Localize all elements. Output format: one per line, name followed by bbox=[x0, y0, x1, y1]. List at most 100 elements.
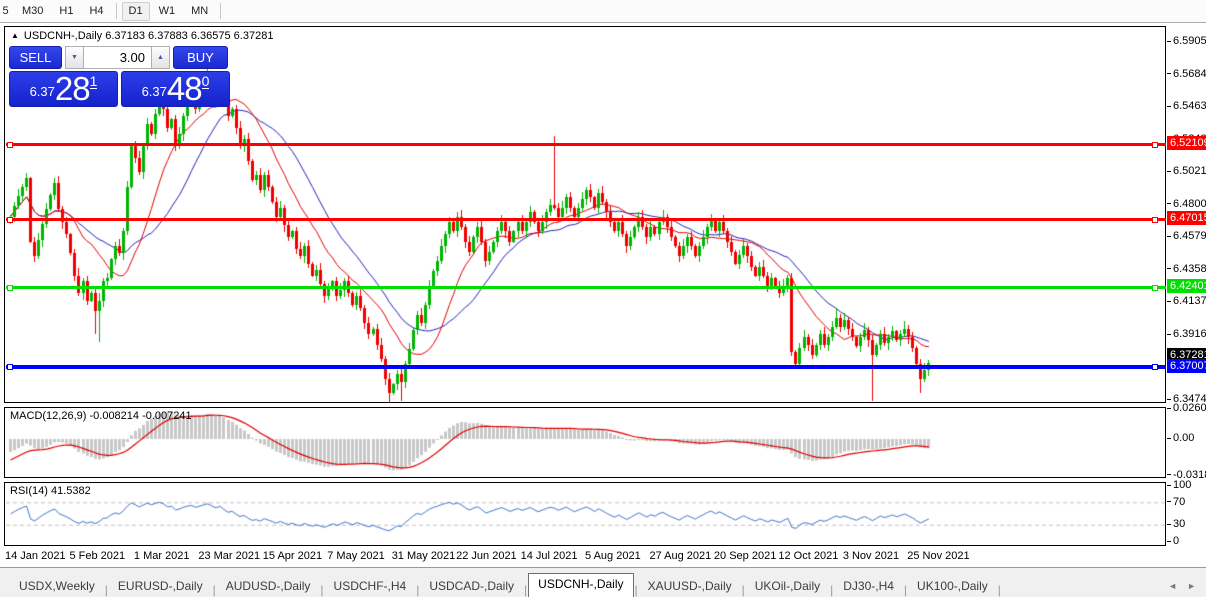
price-tick-6.39165: 6.39165 bbox=[1167, 328, 1206, 340]
horizontal-level-line-6.37007[interactable] bbox=[6, 364, 1166, 370]
macd-indicator-pane[interactable]: MACD(12,26,9) -0.008214 -0.007241 bbox=[4, 407, 1166, 478]
price-tick-6.41375: 6.41375 bbox=[1167, 295, 1206, 307]
sell-price-button[interactable]: 6.37 28 1 bbox=[9, 71, 118, 107]
timeframe-button-d1[interactable]: D1 bbox=[121, 1, 150, 21]
axis-tick-mark bbox=[1167, 484, 1171, 486]
price-scale-axis[interactable]: 6.590556.568456.546356.524256.502156.480… bbox=[1167, 26, 1206, 547]
timeframe-button-mn[interactable]: MN bbox=[191, 5, 209, 17]
chart-ohlc-values: 6.37183 6.37883 6.36575 6.37281 bbox=[105, 30, 274, 42]
timeframe-button-h4[interactable]: H4 bbox=[89, 5, 104, 17]
rsi-tick-100: 100 bbox=[1167, 479, 1206, 491]
date-tick-112: 22 Jun 2021 bbox=[456, 550, 517, 562]
date-tick-176: 20 Sep 2021 bbox=[713, 550, 777, 562]
chart-tab-usdx-weekly[interactable]: USDX,Weekly bbox=[19, 579, 95, 593]
axis-tick-mark bbox=[1167, 501, 1171, 503]
buy-price-pip: 0 bbox=[201, 73, 210, 89]
line-handle-icon[interactable] bbox=[7, 284, 13, 291]
chart-tab-xauusd-daily[interactable]: XAUUSD-,Daily bbox=[647, 579, 732, 593]
volume-input[interactable]: 3.00 bbox=[83, 46, 152, 69]
current-bid-price-label: 6.37281 bbox=[1167, 348, 1206, 362]
macd-canvas[interactable] bbox=[6, 409, 1166, 478]
chart-tab-usdchf-h4[interactable]: USDCHF-,H4 bbox=[333, 579, 407, 593]
line-handle-icon[interactable] bbox=[1152, 284, 1158, 291]
date-tick-48: 23 Mar 2021 bbox=[198, 550, 261, 562]
chart-tab-usdcad-daily[interactable]: USDCAD-,Daily bbox=[429, 579, 515, 593]
tab-scroll-right-icon[interactable]: ► bbox=[1187, 581, 1196, 591]
sell-button[interactable]: SELL bbox=[9, 46, 62, 69]
axis-tick-mark bbox=[1167, 203, 1171, 205]
timeframe-button-h1[interactable]: H1 bbox=[59, 5, 74, 17]
tab-separator: | bbox=[741, 583, 745, 597]
price-tick-6.45795: 6.45795 bbox=[1167, 230, 1206, 242]
chart-tab-eurusd-daily[interactable]: EURUSD-,Daily bbox=[117, 579, 203, 593]
line-handle-icon[interactable] bbox=[7, 364, 13, 370]
macd-values: -0.008214 -0.007241 bbox=[89, 410, 192, 422]
macd-tick-0.02607: 0.02607 bbox=[1167, 402, 1206, 414]
chart-tab-ukoil-daily[interactable]: UKOil-,Daily bbox=[754, 579, 821, 593]
line-handle-icon[interactable] bbox=[7, 216, 13, 223]
axis-tick-mark bbox=[1167, 398, 1171, 400]
line-handle-icon[interactable] bbox=[1152, 216, 1158, 223]
chart-tab-dj30-h4[interactable]: DJ30-,H4 bbox=[843, 579, 894, 593]
line-handle-icon[interactable] bbox=[1152, 141, 1158, 148]
main-chart-pane[interactable]: ▲ USDCNH-,Daily 6.37183 6.37883 6.36575 6… bbox=[4, 26, 1166, 403]
date-tick-96: 31 May 2021 bbox=[391, 550, 456, 562]
date-tick-0: 14 Jan 2021 bbox=[5, 550, 66, 562]
axis-tick-mark bbox=[1167, 73, 1171, 75]
timeframe-button-w1[interactable]: W1 bbox=[158, 5, 176, 17]
date-tick-16: 5 Feb 2021 bbox=[69, 550, 126, 562]
rsi-indicator-pane[interactable]: RSI(14) 41.5382 bbox=[4, 482, 1166, 546]
date-tick-192: 12 Oct 2021 bbox=[778, 550, 839, 562]
macd-label: MACD(12,26,9) -0.008214 -0.007241 bbox=[10, 410, 192, 422]
toolbar-separator bbox=[115, 3, 117, 19]
horizontal-level-line-6.47015[interactable] bbox=[6, 216, 1166, 223]
date-tick-160: 27 Aug 2021 bbox=[649, 550, 712, 562]
macd-name: MACD(12,26,9) bbox=[10, 410, 87, 422]
sell-price-main: 28 bbox=[54, 70, 91, 107]
tab-separator: | bbox=[212, 583, 216, 597]
buy-price-main: 48 bbox=[166, 70, 203, 107]
buy-price-button[interactable]: 6.37 48 0 bbox=[121, 71, 230, 107]
tab-separator: | bbox=[830, 583, 834, 597]
date-scale-axis[interactable]: 14 Jan 2021 5 Feb 2021 1 Mar 2021 23 Mar 20… bbox=[4, 548, 1166, 564]
level-price-label-6.47015: 6.47015 bbox=[1167, 211, 1206, 225]
tab-scroll-left-icon[interactable]: ◄ bbox=[1168, 581, 1178, 591]
horizontal-level-line-6.52109[interactable] bbox=[6, 141, 1166, 148]
level-price-label-6.52109: 6.52109 bbox=[1167, 136, 1206, 150]
price-tick-6.48005: 6.48005 bbox=[1167, 198, 1206, 210]
rsi-canvas[interactable] bbox=[6, 484, 1166, 546]
chart-tabs: USDX,Weekly | EURUSD-,Daily | AUDUSD-,Daily |… bbox=[0, 573, 1168, 597]
level-line-segment[interactable] bbox=[6, 365, 1166, 369]
chart-tab-uk100-daily[interactable]: UK100-,Daily bbox=[917, 579, 988, 593]
chart-tab-bar: USDX,Weekly | EURUSD-,Daily | AUDUSD-,Daily |… bbox=[0, 567, 1206, 597]
line-handle-icon[interactable] bbox=[1152, 364, 1158, 370]
chart-tab-usdcnh-daily[interactable]: USDCNH-,Daily bbox=[528, 573, 634, 597]
price-tick-6.34745: 6.34745 bbox=[1167, 393, 1206, 405]
level-line-segment[interactable] bbox=[6, 143, 1166, 146]
chevron-down-icon: ▼ bbox=[71, 54, 78, 61]
timeframe-button-m30[interactable]: M30 bbox=[22, 5, 44, 17]
date-tick-32: 1 Mar 2021 bbox=[133, 550, 190, 562]
date-tick-144: 5 Aug 2021 bbox=[585, 550, 641, 562]
axis-tick-mark bbox=[1167, 333, 1171, 335]
price-tick-6.59055: 6.59055 bbox=[1167, 35, 1206, 47]
level-line-segment[interactable] bbox=[6, 218, 1166, 221]
axis-tick-mark bbox=[1167, 437, 1171, 439]
timeframe-button-5[interactable]: 5 bbox=[2, 5, 9, 17]
sell-price-pip: 1 bbox=[89, 73, 98, 89]
volume-decrease-button[interactable]: ▼ bbox=[65, 46, 83, 69]
horizontal-level-line-6.42401[interactable] bbox=[6, 284, 1166, 291]
axis-tick-mark bbox=[1167, 40, 1171, 42]
line-handle-icon[interactable] bbox=[7, 141, 13, 148]
chart-tab-audusd-daily[interactable]: AUDUSD-,Daily bbox=[225, 579, 311, 593]
rsi-label: RSI(14) 41.5382 bbox=[10, 485, 91, 497]
chevron-up-icon: ▲ bbox=[157, 54, 164, 61]
tab-separator: | bbox=[416, 583, 420, 597]
level-line-segment[interactable] bbox=[6, 286, 1166, 289]
buy-button[interactable]: BUY bbox=[173, 46, 228, 69]
tab-separator: | bbox=[320, 583, 324, 597]
volume-increase-button[interactable]: ▲ bbox=[152, 46, 170, 69]
price-tick-6.50215: 6.50215 bbox=[1167, 165, 1206, 177]
collapse-indicator-icon[interactable]: ▲ bbox=[11, 31, 19, 40]
